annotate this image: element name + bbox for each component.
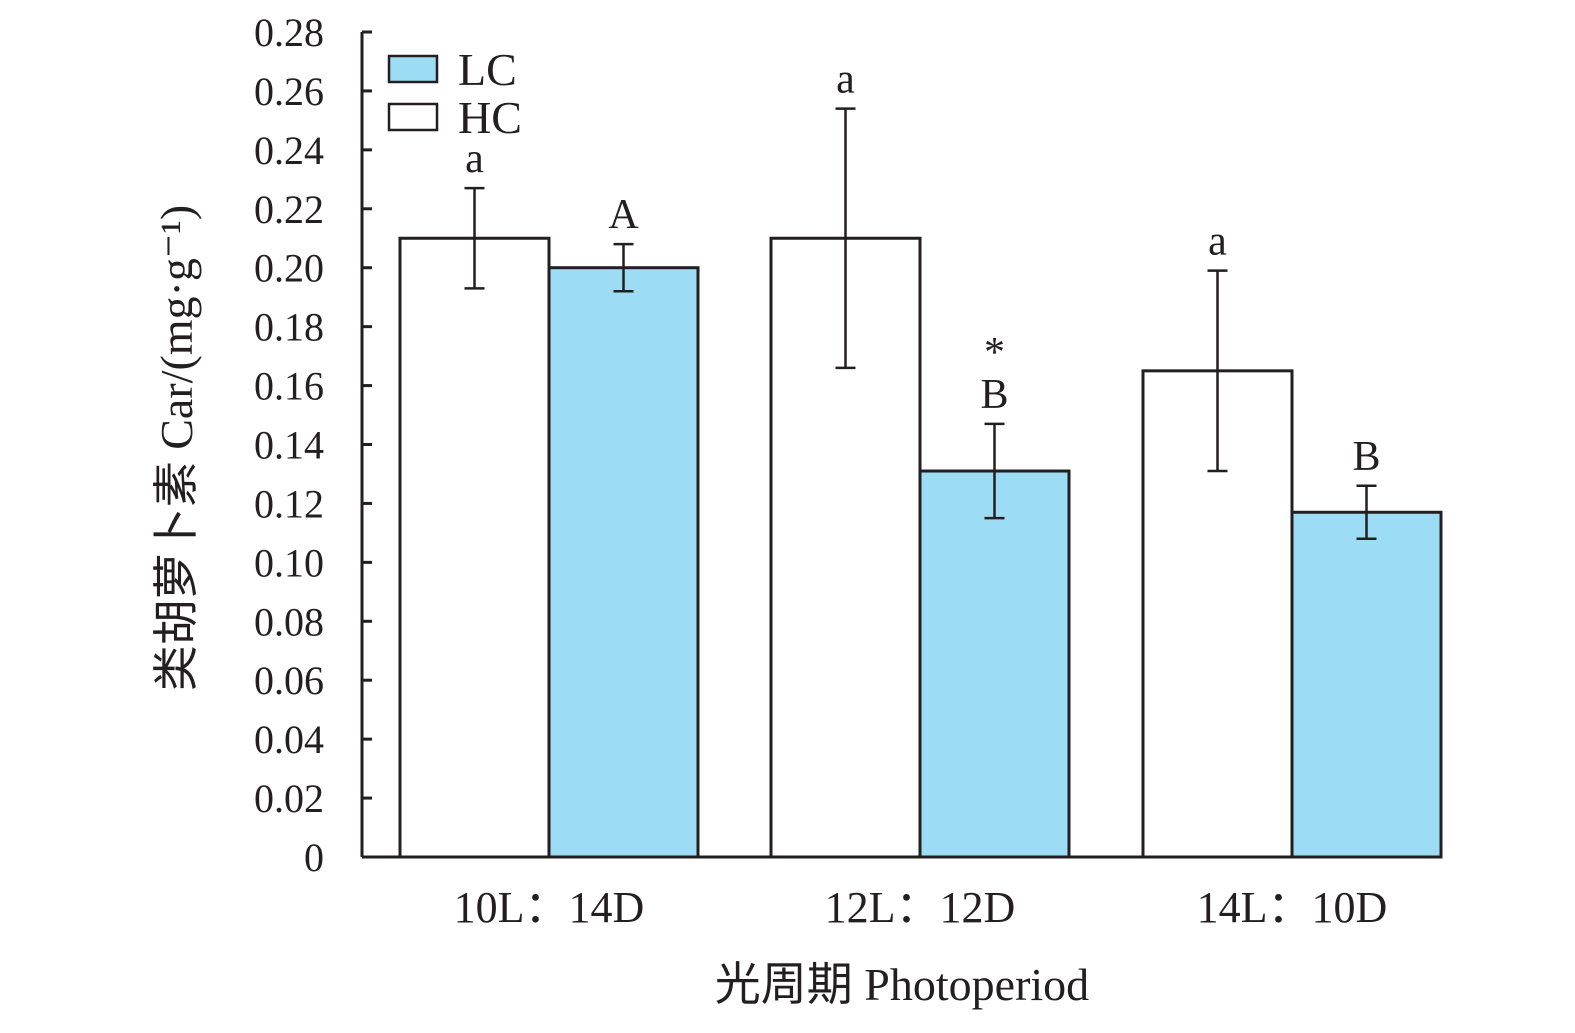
y-tick-label: 0.14 [254,423,324,468]
significance-letter: a [1208,219,1227,265]
x-category-label: 14L：10D [1197,883,1388,932]
y-tick-label: 0.12 [254,481,324,526]
significance-letter: a [465,136,484,182]
y-axis-title: 类胡萝卜素 Car/(mg·g⁻¹) [151,205,202,692]
legend-label-hc: HC [458,92,522,143]
y-tick-label: 0.10 [254,540,324,585]
y-tick-label: 0.18 [254,305,324,350]
significance-letter: B [1352,434,1380,480]
significance-letter: B [980,372,1008,418]
lc-bar [547,266,700,859]
y-tick-label: 0.22 [254,187,324,232]
significance-letter: A [608,192,639,238]
legend-swatch-hc [387,102,439,132]
y-tick-label: 0 [304,835,324,880]
significance-letter: a [836,57,855,103]
error-bars [464,107,1377,541]
y-tick-label: 0.28 [254,10,324,55]
y-tick-label: 0.26 [254,69,324,114]
axes [360,32,1442,859]
bars [398,236,1443,859]
y-tick-label: 0.04 [254,717,324,762]
x-category-label: 12L：12D [825,883,1016,932]
hc-bar [398,236,551,859]
y-tick-label: 0.06 [254,658,324,703]
y-tick-label: 0.16 [254,364,324,409]
x-axis-title: 光周期 Photoperiod [715,959,1089,1010]
lc-bar [918,469,1071,859]
y-tick-label: 0.20 [254,246,324,291]
y-tick-label: 0.24 [254,128,324,173]
legend-swatch-lc [387,54,439,84]
legend-label-lc: LC [458,44,517,95]
lc-bar [1290,510,1443,859]
y-tick-label: 0.02 [254,776,324,821]
significance-marker: * [984,330,1005,376]
x-category-label: 10L：14D [454,883,645,932]
y-axis-ticks: 0 0.02 0.04 0.06 0.08 0.10 0.12 0.14 0.16 0.18 0.2… [254,10,372,880]
x-axis-categories: 10L：14D 12L：12D 14L：10D [454,883,1388,932]
y-tick-label: 0.08 [254,599,324,644]
